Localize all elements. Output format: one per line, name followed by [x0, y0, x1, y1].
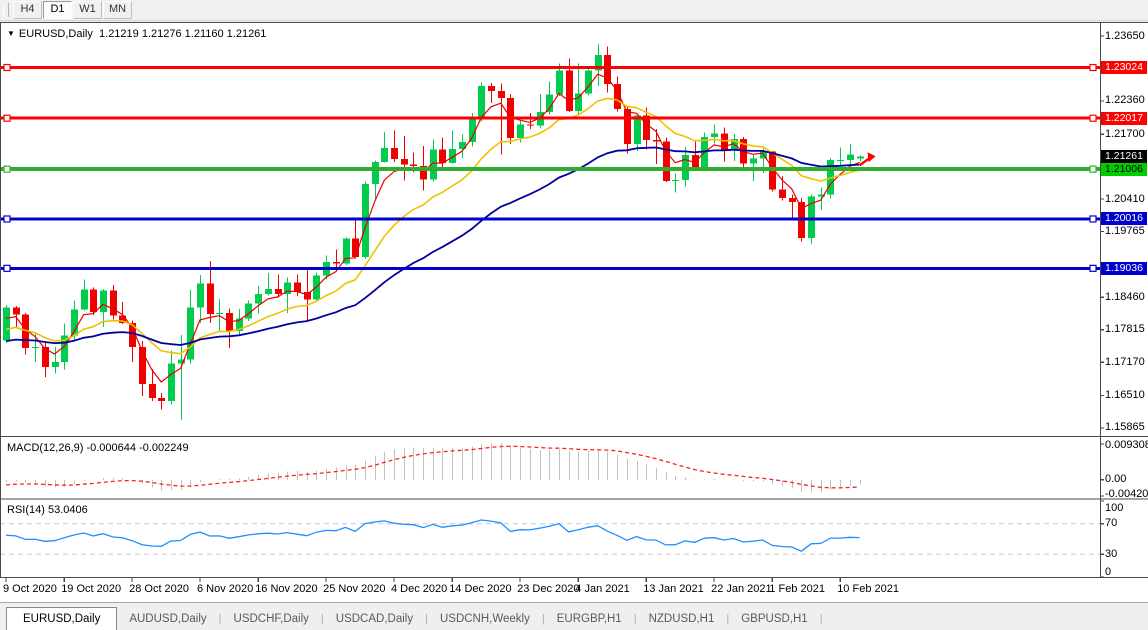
current-price-arrow-icon	[858, 152, 876, 167]
symbol-tab-usdcad[interactable]: USDCAD,Daily	[335, 613, 414, 625]
rsi-axis-tick: 70	[1105, 517, 1118, 530]
hline-handle[interactable]	[3, 114, 11, 122]
timeframe-button-d1[interactable]: D1	[43, 1, 72, 19]
symbol-tab-audusd[interactable]: AUDUSD,Daily	[129, 613, 207, 625]
date-axis-label: 22 Jan 2021	[711, 583, 772, 595]
chart-title-symbol: EURUSD,Daily	[18, 28, 93, 40]
price-badge-1.20016: 1.20016	[1101, 212, 1147, 226]
price-badge-1.22017: 1.22017	[1101, 111, 1147, 125]
hline-handle[interactable]	[1089, 215, 1097, 223]
price-axis-tick: 1.18460	[1105, 290, 1145, 303]
toolbar-grip[interactable]	[3, 3, 9, 17]
hline-1.21006[interactable]	[0, 165, 1100, 173]
price-axis-tick: 1.23650	[1105, 29, 1145, 42]
chart-canvas[interactable]	[0, 22, 1148, 602]
hline-handle[interactable]	[1089, 114, 1097, 122]
tab-separator: |	[425, 613, 428, 625]
timeframe-toolbar: H4 D1 W1 MN	[0, 0, 1148, 21]
timeframe-button-mn[interactable]: MN	[103, 1, 132, 19]
date-axis-label: 1 Feb 2021	[769, 583, 825, 595]
hline-1.23024[interactable]	[0, 63, 1100, 72]
hline-1.19036[interactable]	[0, 264, 1100, 272]
hline-1.20016[interactable]	[0, 215, 1100, 223]
symbol-tab-usdcnh[interactable]: USDCNH,Weekly	[439, 613, 530, 625]
date-axis-label: 16 Nov 2020	[255, 583, 318, 595]
timeframe-button-h4[interactable]: H4	[13, 1, 42, 19]
tab-separator: |	[320, 613, 324, 625]
price-badge-1.19036: 1.19036	[1101, 261, 1147, 275]
price-badge-1.23024: 1.23024	[1101, 61, 1147, 75]
rsi-label: RSI(14) 53.0406	[7, 504, 88, 516]
rsi-axis-tick: 100	[1105, 502, 1124, 514]
date-axis-label: 25 Nov 2020	[323, 583, 386, 595]
timeframe-button-w1[interactable]: W1	[73, 1, 102, 19]
price-axis-tick: 1.21700	[1105, 127, 1145, 140]
symbol-tab-eurusd[interactable]: EURUSD,Daily	[6, 607, 118, 630]
date-axis-label: 14 Dec 2020	[449, 583, 512, 595]
symbol-tab-usdchf[interactable]: USDCHF,Daily	[233, 613, 309, 625]
date-axis-label: 6 Nov 2020	[197, 583, 254, 595]
price-axis-tick: 1.22360	[1105, 94, 1145, 107]
date-axis-label: 9 Oct 2020	[3, 583, 57, 595]
price-axis-tick: 1.19765	[1105, 225, 1145, 238]
tab-separator: |	[819, 613, 823, 625]
rsi-line	[5, 519, 860, 552]
rsi-pane[interactable]	[0, 519, 1100, 555]
hline-handle[interactable]	[1089, 264, 1097, 272]
ma-slow-line	[5, 146, 860, 346]
chart-title-ohlc: 1.21219 1.21276 1.21160 1.21261	[99, 28, 267, 40]
ma-medium-line	[5, 97, 860, 355]
date-axis-label: 19 Oct 2020	[61, 583, 122, 595]
date-axis-label: 10 Feb 2021	[837, 583, 899, 595]
macd-pane[interactable]	[5, 442, 862, 493]
price-axis-tick: 1.20410	[1105, 192, 1145, 205]
price-badge-1.21261: 1.21261	[1101, 149, 1147, 163]
rsi-axis-tick: 30	[1105, 547, 1118, 560]
rsi-axis-tick: 0	[1105, 566, 1112, 578]
macd-signal-line	[5, 445, 860, 489]
hline-handle[interactable]	[3, 165, 11, 173]
hline-handle[interactable]	[1089, 63, 1097, 72]
date-axis-label: 23 Dec 2020	[517, 583, 580, 595]
chart-menu-triangle-icon[interactable]: ▼	[7, 29, 15, 38]
macd-label: MACD(12,26,9) -0.000644 -0.002249	[7, 442, 189, 454]
symbol-tab-bar: EURUSD,Daily AUDUSD,Daily | USDCHF,Daily | US…	[0, 602, 1148, 630]
hline-handle[interactable]	[3, 63, 11, 72]
hline-handle[interactable]	[3, 264, 11, 272]
hline-handle[interactable]	[3, 215, 11, 223]
symbol-tab-nzdusd[interactable]: NZDUSD,H1	[648, 613, 715, 625]
price-axis-tick: 1.17170	[1105, 355, 1145, 368]
tab-separator: |	[633, 613, 637, 625]
macd-axis-tick: -0.004204	[1105, 488, 1148, 500]
hline-handle[interactable]	[1089, 165, 1097, 173]
tab-separator: |	[218, 613, 222, 625]
ma-fast-line	[5, 73, 860, 383]
date-axis-label: 4 Dec 2020	[391, 583, 448, 595]
price-axis-tick: 1.17815	[1105, 323, 1145, 336]
macd-axis-tick: 0.009308	[1105, 439, 1148, 451]
price-axis-tick: 1.16510	[1105, 389, 1145, 402]
price-badge-1.21006: 1.21006	[1101, 162, 1147, 176]
date-axis-label: 13 Jan 2021	[643, 583, 704, 595]
macd-axis-tick: 0.00	[1105, 473, 1127, 486]
symbol-tab-eurgbp[interactable]: EURGBP,H1	[556, 613, 622, 625]
chart-title: ▼ EURUSD,Daily 1.21219 1.21276 1.21160 1.…	[7, 28, 266, 40]
date-axis-label: 28 Oct 2020	[129, 583, 190, 595]
price-axis-tick: 1.15865	[1105, 421, 1145, 434]
date-axis-label: 4 Jan 2021	[575, 583, 630, 595]
tab-separator: |	[541, 613, 545, 625]
hline-1.22017[interactable]	[0, 114, 1100, 122]
chart-window: ▼ EURUSD,Daily 1.21219 1.21276 1.21160 1.…	[0, 22, 1148, 602]
tab-separator: |	[726, 613, 730, 625]
symbol-tab-gbpusd[interactable]: GBPUSD,H1	[741, 613, 808, 625]
